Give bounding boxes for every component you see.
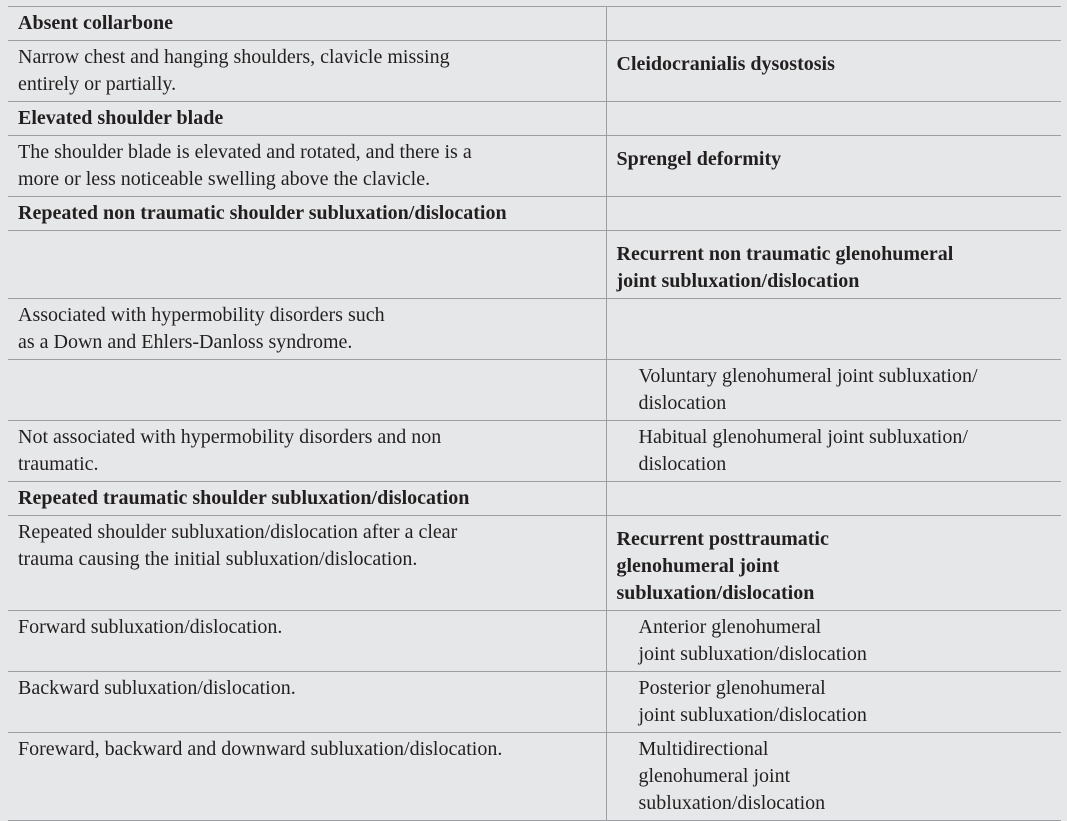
section-heading: Elevated shoulder blade [8,101,607,136]
table-row: Not associated with hypermobility disord… [8,420,1061,482]
table-row: Foreward, backward and downward subluxat… [8,732,1061,821]
table-row: Forward subluxation/dislocation. Anterio… [8,610,1061,672]
description-cell: The shoulder blade is elevated and rotat… [8,135,607,197]
diagnosis-cell [606,101,1061,136]
description-cell: Associated with hypermobility disorders … [8,298,607,360]
classification-table: Absent collarbone Narrow chest and hangi… [8,6,1061,821]
table-row: Backward subluxation/dislocation. Poster… [8,671,1061,733]
table-row: Associated with hypermobility disorders … [8,298,1061,360]
table-row: Repeated traumatic shoulder subluxation/… [8,481,1061,516]
description-cell: Foreward, backward and downward subluxat… [8,732,607,821]
description-cell: Narrow chest and hanging shoulders, clav… [8,40,607,102]
diagnosis-cell [606,6,1061,41]
table-row: Voluntary glenohumeral joint subluxation… [8,359,1061,421]
diagnosis-cell: Multidirectional glenohumeral joint sublux… [606,732,1061,821]
diagnosis-cell: Recurrent non traumatic glenohumeral join… [606,230,1061,299]
diagnosis-cell: Voluntary glenohumeral joint subluxation… [606,359,1061,421]
table-row: Narrow chest and hanging shoulders, clav… [8,40,1061,102]
diagnosis-cell: Cleidocranialis dysostosis [606,40,1061,102]
description-cell: Forward subluxation/dislocation. [8,610,607,672]
description-cell: Not associated with hypermobility disord… [8,420,607,482]
diagnosis-cell: Sprengel deformity [606,135,1061,197]
diagnosis-cell: Anterior glenohumeral joint subluxation/d… [606,610,1061,672]
table-row: The shoulder blade is elevated and rotat… [8,135,1061,197]
table-row: Recurrent non traumatic glenohumeral join… [8,230,1061,299]
diagnosis-cell [606,196,1061,231]
table-row: Elevated shoulder blade [8,101,1061,136]
diagnosis-cell [606,298,1061,360]
diagnosis-cell: Habitual glenohumeral joint subluxation/… [606,420,1061,482]
section-heading: Absent collarbone [8,6,607,41]
description-cell: Backward subluxation/dislocation. [8,671,607,733]
section-heading: Repeated traumatic shoulder subluxation/… [8,481,607,516]
description-cell [8,359,607,421]
diagnosis-cell: Posterior glenohumeral joint subluxation/… [606,671,1061,733]
description-cell: Repeated shoulder subluxation/dislocatio… [8,515,607,611]
table-row: Repeated non traumatic shoulder subluxat… [8,196,1061,231]
diagnosis-cell: Recurrent posttraumatic glenohumeral join… [606,515,1061,611]
table-row: Absent collarbone [8,6,1061,41]
description-cell [8,230,607,299]
section-heading: Repeated non traumatic shoulder subluxat… [8,196,607,231]
diagnosis-cell [606,481,1061,516]
table-row: Repeated shoulder subluxation/dislocatio… [8,515,1061,611]
